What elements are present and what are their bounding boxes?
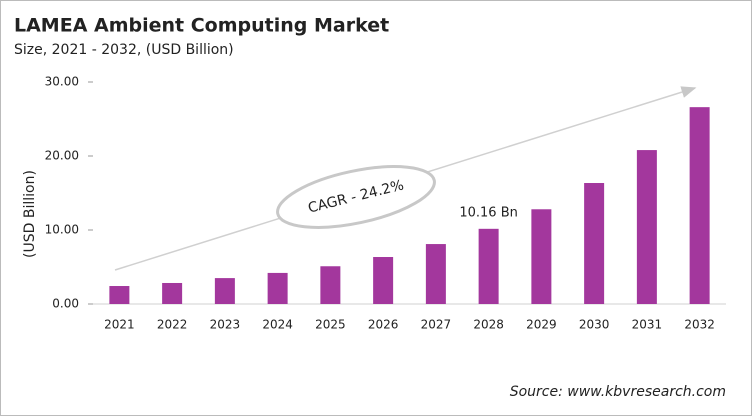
x-tick-label: 2032 <box>684 318 715 332</box>
x-tick-label: 2029 <box>526 318 557 332</box>
y-tick-label: 0.00 <box>52 297 79 311</box>
y-axis-label: (USD Billion) <box>22 170 38 258</box>
chart-title: LAMEA Ambient Computing Market <box>14 15 389 37</box>
bar <box>267 272 288 304</box>
bar <box>636 150 657 304</box>
x-tick-label: 2024 <box>262 318 293 332</box>
x-tick-label: 2021 <box>104 318 135 332</box>
x-tick-label: 2027 <box>421 318 452 332</box>
bar <box>478 228 499 304</box>
source: Source: www.kbvresearch.com <box>510 384 726 400</box>
bar <box>320 266 341 304</box>
y-tick-label: 30.00 <box>45 75 79 89</box>
x-tick-label: 2026 <box>368 318 399 332</box>
bar <box>214 278 235 304</box>
x-tick-label: 2028 <box>473 318 504 332</box>
bar <box>531 209 552 304</box>
bar <box>109 286 130 304</box>
x-tick-label: 2022 <box>157 318 188 332</box>
cagr-ellipse <box>276 165 436 229</box>
x-tick-label: 2031 <box>632 318 663 332</box>
y-tick-label: 10.00 <box>45 223 79 237</box>
bar <box>584 183 605 304</box>
x-tick-label: 2030 <box>579 318 610 332</box>
bar <box>689 107 710 304</box>
chart-subtitle: Size, 2021 - 2032, (USD Billion) <box>14 42 234 58</box>
x-tick-label: 2025 <box>315 318 346 332</box>
value-label: 10.16 Bn <box>459 205 518 220</box>
bar <box>425 244 446 304</box>
bar <box>162 282 183 304</box>
x-tick-label: 2023 <box>210 318 241 332</box>
bar <box>373 257 394 304</box>
y-tick-label: 20.00 <box>45 149 79 163</box>
